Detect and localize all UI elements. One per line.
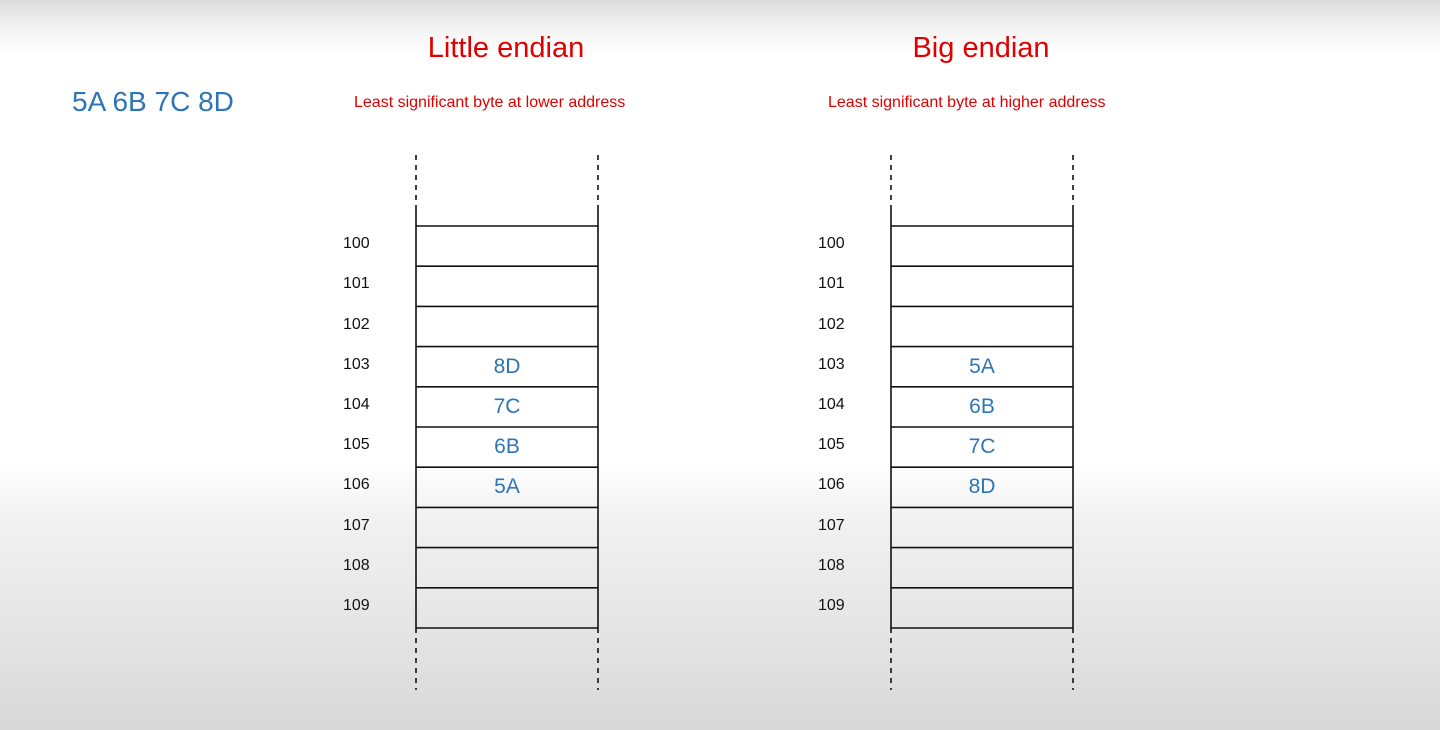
hex-value: 5A 6B 7C 8D <box>72 86 234 117</box>
address-label: 108 <box>818 556 845 574</box>
memory-byte-value: 8D <box>968 475 996 499</box>
memory-byte-value: 6B <box>494 435 520 459</box>
little-endian-title: Little endian <box>427 32 585 64</box>
address-label: 102 <box>343 315 370 333</box>
address-label: 103 <box>818 355 845 373</box>
address-label: 107 <box>343 516 370 534</box>
memory-byte-value: 5A <box>494 475 520 499</box>
address-label: 103 <box>343 355 370 373</box>
address-label: 108 <box>343 556 370 574</box>
address-label: 109 <box>343 596 370 614</box>
address-label: 107 <box>818 516 845 534</box>
address-label: 100 <box>818 235 845 253</box>
address-label: 104 <box>818 395 845 413</box>
little-endian-subtitle: Least significant byte at lower address <box>354 94 626 111</box>
address-label: 106 <box>343 476 370 494</box>
memory-byte-value: 7C <box>493 394 521 418</box>
memory-byte-value: 7C <box>968 435 996 459</box>
memory-byte-value: 8D <box>493 354 521 378</box>
big-endian-subtitle: Least significant byte at higher address <box>828 94 1106 111</box>
address-label: 102 <box>818 315 845 333</box>
address-label: 101 <box>343 275 370 293</box>
address-label: 106 <box>818 476 845 494</box>
memory-byte-value: 5A <box>969 354 995 378</box>
address-label: 109 <box>818 596 845 614</box>
big-endian-title: Big endian <box>912 32 1050 64</box>
address-label: 100 <box>343 235 370 253</box>
address-label: 104 <box>343 395 370 413</box>
memory-byte-value: 6B <box>969 394 995 418</box>
address-label: 105 <box>343 436 370 454</box>
big-endian-memory-grid <box>890 155 1074 690</box>
address-label: 105 <box>818 436 845 454</box>
address-label: 101 <box>818 275 845 293</box>
little-endian-memory-grid <box>415 155 599 690</box>
